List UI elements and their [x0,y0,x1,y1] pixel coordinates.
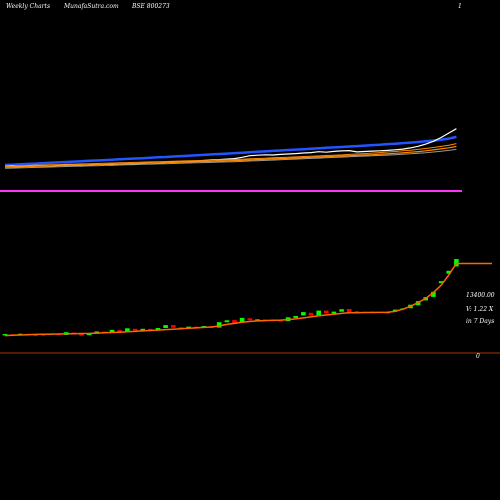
ma-gray-line [4,148,457,169]
ma-blue-line [4,135,457,167]
candle [132,328,138,331]
candle [109,329,115,333]
candle [247,318,253,321]
price-label: 13400.00 [466,292,495,299]
candle [216,322,222,328]
candle [224,320,230,323]
candle [33,334,38,336]
candle [117,330,123,332]
candle [255,319,260,321]
candle [148,329,153,331]
ma-orange-line [4,145,457,168]
candle [331,311,337,314]
candle [316,310,321,316]
candle [232,320,237,323]
chart-type-label: Weekly Charts [6,3,51,10]
site-name: MunafaSutra.com [64,3,119,10]
candle [446,270,451,274]
candle [431,291,436,297]
header-counter: 1 [458,3,462,10]
volume-label: V: 1.22 X [466,306,494,313]
candle [171,325,176,328]
candle [79,334,84,336]
candle [163,325,168,328]
marker-label: 0 [476,353,480,360]
candle [186,326,191,329]
candle [346,309,352,313]
moving-averages-panel [4,128,457,169]
candle [301,312,306,316]
candle [178,327,184,329]
candle [438,281,444,284]
candle [125,328,130,332]
candle [324,310,329,314]
candle [293,316,298,318]
candle [339,309,344,312]
candle [201,326,207,328]
candle [392,309,398,312]
candle [155,328,161,330]
candle [239,317,245,323]
candles-panel [2,259,492,337]
candle [308,312,314,316]
candle [140,328,145,331]
candle [86,333,92,336]
ma-orange-line-2 [4,143,457,167]
days-label: in 7 Days [466,318,495,325]
moving-average-line [4,262,492,337]
candle [2,334,8,336]
candle [278,320,283,322]
symbol-label: BSE 800273 [132,3,170,10]
